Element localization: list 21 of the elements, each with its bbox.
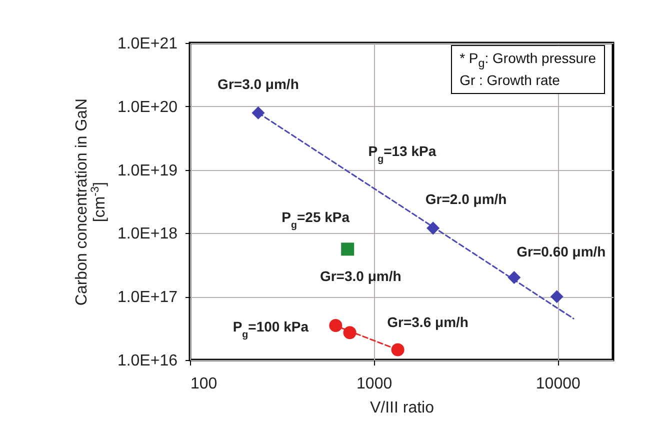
y-tick-label: 1.0E+21 xyxy=(117,36,178,52)
annotation: P$_{g}$=13 kPa xyxy=(368,143,436,165)
x-tick-label: 1000 xyxy=(356,376,392,392)
y-tick-label: 1.0E+17 xyxy=(117,289,178,306)
annotation: Gr=3.0 μm/h xyxy=(218,76,299,92)
annotation: P$_{g}$=100 kPa xyxy=(232,318,309,340)
y-tick-label: 1.0E+19 xyxy=(117,162,178,180)
annotation: Gr=2.0 μm/h xyxy=(425,191,507,208)
x-tick-label: 100 xyxy=(190,376,218,392)
y-tick-label: 1.0E+16 xyxy=(117,352,178,370)
annotation: Gr : Growth rate xyxy=(460,72,561,89)
y-tick-label: 1.0E+18 xyxy=(117,226,178,243)
note-box: * P$_{g}$: Growth pressure Gr : Growth rate xyxy=(450,45,605,94)
x-axis-title: V/III ratio xyxy=(370,400,434,416)
x-tick-label: 10000 xyxy=(536,376,581,392)
annotation: P$_{g}$=25 kPa xyxy=(282,209,350,231)
y-tick-label: 1.0E+20 xyxy=(117,98,178,116)
annotation: Gr=3.6 μm/h xyxy=(387,314,468,330)
annotation: Gr=3.0 μm/h xyxy=(320,268,402,284)
annotation: * P$_{g}$: Growth pressure xyxy=(460,50,596,72)
annotation: Gr=0.60 μm/h xyxy=(516,244,606,260)
